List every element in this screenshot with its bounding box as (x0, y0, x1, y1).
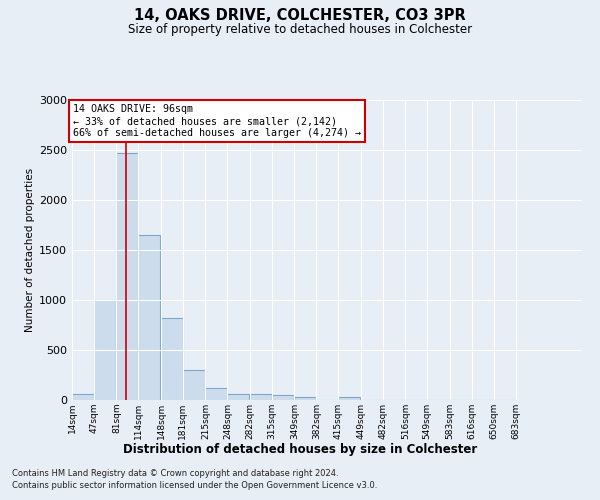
Text: 14, OAKS DRIVE, COLCHESTER, CO3 3PR: 14, OAKS DRIVE, COLCHESTER, CO3 3PR (134, 8, 466, 22)
Bar (94, 300, 116, 400)
Bar (116, 153, 139, 400)
Bar (72, 394, 94, 400)
Bar (272, 395, 294, 400)
Bar (205, 388, 227, 400)
Text: Distribution of detached houses by size in Colchester: Distribution of detached houses by size … (123, 442, 477, 456)
Bar (183, 370, 205, 400)
Bar (161, 318, 183, 400)
Text: Size of property relative to detached houses in Colchester: Size of property relative to detached ho… (128, 22, 472, 36)
Bar (250, 394, 272, 400)
Text: 14 OAKS DRIVE: 96sqm
← 33% of detached houses are smaller (2,142)
66% of semi-de: 14 OAKS DRIVE: 96sqm ← 33% of detached h… (73, 104, 361, 138)
Bar (338, 397, 360, 400)
Bar (295, 397, 316, 400)
Text: Contains HM Land Registry data © Crown copyright and database right 2024.: Contains HM Land Registry data © Crown c… (12, 468, 338, 477)
Text: Contains public sector information licensed under the Open Government Licence v3: Contains public sector information licen… (12, 481, 377, 490)
Bar (139, 235, 160, 400)
Bar (227, 394, 250, 400)
Y-axis label: Number of detached properties: Number of detached properties (25, 168, 35, 332)
